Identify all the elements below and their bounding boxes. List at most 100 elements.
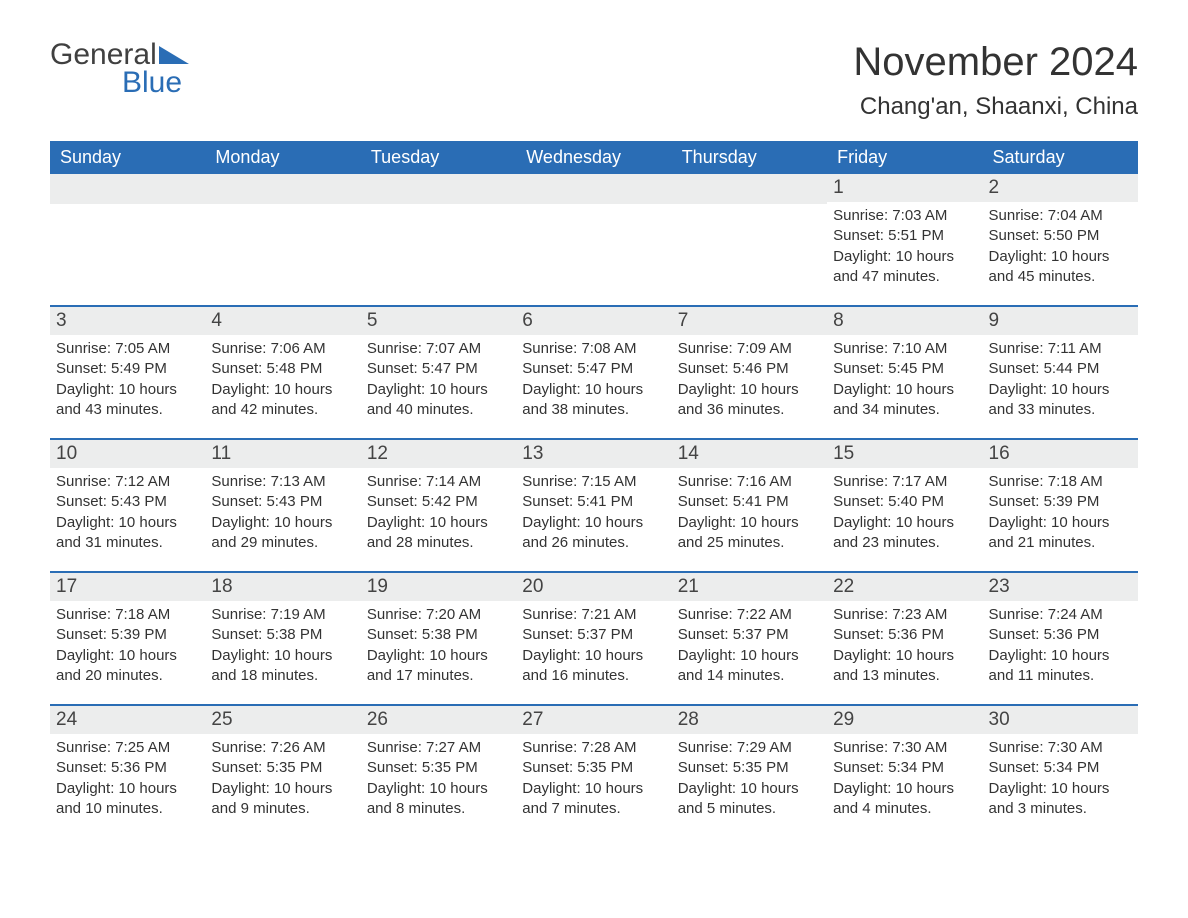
daylight-line: Daylight: 10 hours and 7 minutes.	[522, 779, 665, 820]
sunset-line: Sunset: 5:43 PM	[56, 492, 199, 512]
calendar-day-cell: 27Sunrise: 7:28 AMSunset: 5:35 PMDayligh…	[516, 705, 671, 837]
sunrise-line: Sunrise: 7:24 AM	[989, 605, 1132, 625]
daylight-line: Daylight: 10 hours and 25 minutes.	[678, 513, 821, 554]
sunrise-line: Sunrise: 7:17 AM	[833, 472, 976, 492]
sunset-line: Sunset: 5:36 PM	[989, 625, 1132, 645]
sunrise-line: Sunrise: 7:16 AM	[678, 472, 821, 492]
day-number: 13	[516, 440, 671, 468]
calendar-week-row: 17 Sunrise: 7:18 AMSunset: 5:39 PMDayligh…	[50, 572, 1138, 705]
weekday-header: Monday	[205, 141, 360, 174]
sunrise-line: Sunrise: 7:06 AM	[211, 339, 354, 359]
day-details: Sunrise: 7:16 AMSunset: 5:41 PMDaylight:…	[678, 472, 821, 553]
day-details: Sunrise: 7:15 AMSunset: 5:41 PMDaylight:…	[522, 472, 665, 553]
day-details: Sunrise: 7:19 AMSunset: 5:38 PMDaylight:…	[211, 605, 354, 686]
calendar-day-cell: 10 Sunrise: 7:12 AMSunset: 5:43 PMDayligh…	[50, 439, 205, 572]
calendar-day-cell: 25Sunrise: 7:26 AMSunset: 5:35 PMDayligh…	[205, 705, 360, 837]
sunrise-line: Sunrise: 7:28 AM	[522, 738, 665, 758]
day-number: 23	[983, 573, 1138, 601]
day-details: Sunrise: 7:22 AMSunset: 5:37 PMDaylight:…	[678, 605, 821, 686]
sunrise-line: Sunrise: 7:19 AM	[211, 605, 354, 625]
page-header: General Blue November 2024 Chang'an, Sha…	[50, 40, 1138, 121]
weekday-header: Friday	[827, 141, 982, 174]
sunrise-line: Sunrise: 7:20 AM	[367, 605, 510, 625]
sunset-line: Sunset: 5:36 PM	[833, 625, 976, 645]
calendar-empty-cell	[205, 174, 360, 306]
day-details: Sunrise: 7:12 AMSunset: 5:43 PMDaylight:…	[56, 472, 199, 553]
sunset-line: Sunset: 5:40 PM	[833, 492, 976, 512]
sunrise-line: Sunrise: 7:18 AM	[56, 605, 199, 625]
weekday-header-row: SundayMondayTuesdayWednesdayThursdayFrid…	[50, 141, 1138, 174]
sunrise-line: Sunrise: 7:08 AM	[522, 339, 665, 359]
calendar-day-cell: 11 Sunrise: 7:13 AMSunset: 5:43 PMDayligh…	[205, 439, 360, 572]
sunset-line: Sunset: 5:50 PM	[989, 226, 1132, 246]
calendar-day-cell: 7Sunrise: 7:09 AMSunset: 5:46 PMDaylight…	[672, 306, 827, 439]
day-number: 21	[672, 573, 827, 601]
sunrise-line: Sunrise: 7:13 AM	[211, 472, 354, 492]
sunset-line: Sunset: 5:42 PM	[367, 492, 510, 512]
calendar-week-row: 1Sunrise: 7:03 AMSunset: 5:51 PMDaylight…	[50, 174, 1138, 306]
daylight-line: Daylight: 10 hours and 17 minutes.	[367, 646, 510, 687]
calendar-day-cell: 19Sunrise: 7:20 AMSunset: 5:38 PMDayligh…	[361, 572, 516, 705]
day-details: Sunrise: 7:20 AMSunset: 5:38 PMDaylight:…	[367, 605, 510, 686]
calendar-empty-cell	[516, 174, 671, 306]
day-details: Sunrise: 7:05 AMSunset: 5:49 PMDaylight:…	[56, 339, 199, 420]
day-details: Sunrise: 7:30 AMSunset: 5:34 PMDaylight:…	[833, 738, 976, 819]
day-details: Sunrise: 7:06 AMSunset: 5:48 PMDaylight:…	[211, 339, 354, 420]
day-details: Sunrise: 7:23 AMSunset: 5:36 PMDaylight:…	[833, 605, 976, 686]
sunrise-line: Sunrise: 7:12 AM	[56, 472, 199, 492]
day-number: 30	[983, 706, 1138, 734]
day-number: 17	[50, 573, 205, 601]
day-number: 10	[50, 440, 205, 468]
day-number: 28	[672, 706, 827, 734]
daylight-line: Daylight: 10 hours and 42 minutes.	[211, 380, 354, 421]
day-number: 15	[827, 440, 982, 468]
sunset-line: Sunset: 5:41 PM	[522, 492, 665, 512]
day-number: 26	[361, 706, 516, 734]
calendar-day-cell: 5Sunrise: 7:07 AMSunset: 5:47 PMDaylight…	[361, 306, 516, 439]
sunset-line: Sunset: 5:43 PM	[211, 492, 354, 512]
daylight-line: Daylight: 10 hours and 31 minutes.	[56, 513, 199, 554]
calendar-empty-cell	[50, 174, 205, 306]
daylight-line: Daylight: 10 hours and 26 minutes.	[522, 513, 665, 554]
sunset-line: Sunset: 5:47 PM	[367, 359, 510, 379]
sunrise-line: Sunrise: 7:26 AM	[211, 738, 354, 758]
calendar-day-cell: 1Sunrise: 7:03 AMSunset: 5:51 PMDaylight…	[827, 174, 982, 306]
day-details: Sunrise: 7:27 AMSunset: 5:35 PMDaylight:…	[367, 738, 510, 819]
daylight-line: Daylight: 10 hours and 9 minutes.	[211, 779, 354, 820]
day-details: Sunrise: 7:18 AMSunset: 5:39 PMDaylight:…	[56, 605, 199, 686]
daylight-line: Daylight: 10 hours and 11 minutes.	[989, 646, 1132, 687]
day-details: Sunrise: 7:14 AMSunset: 5:42 PMDaylight:…	[367, 472, 510, 553]
sunrise-line: Sunrise: 7:27 AM	[367, 738, 510, 758]
sunset-line: Sunset: 5:35 PM	[367, 758, 510, 778]
day-details: Sunrise: 7:30 AMSunset: 5:34 PMDaylight:…	[989, 738, 1132, 819]
weekday-header: Saturday	[983, 141, 1138, 174]
day-number: 11	[205, 440, 360, 468]
daylight-line: Daylight: 10 hours and 3 minutes.	[989, 779, 1132, 820]
day-number: 4	[205, 307, 360, 335]
sunrise-line: Sunrise: 7:18 AM	[989, 472, 1132, 492]
daylight-line: Daylight: 10 hours and 13 minutes.	[833, 646, 976, 687]
day-number: 25	[205, 706, 360, 734]
calendar-day-cell: 13 Sunrise: 7:15 AMSunset: 5:41 PMDayligh…	[516, 439, 671, 572]
day-number: 8	[827, 307, 982, 335]
sunrise-line: Sunrise: 7:07 AM	[367, 339, 510, 359]
calendar-day-cell: 23 Sunrise: 7:24 AMSunset: 5:36 PMDayligh…	[983, 572, 1138, 705]
calendar-day-cell: 3Sunrise: 7:05 AMSunset: 5:49 PMDaylight…	[50, 306, 205, 439]
daylight-line: Daylight: 10 hours and 16 minutes.	[522, 646, 665, 687]
daylight-line: Daylight: 10 hours and 38 minutes.	[522, 380, 665, 421]
calendar-week-row: 24Sunrise: 7:25 AMSunset: 5:36 PMDayligh…	[50, 705, 1138, 837]
day-details: Sunrise: 7:13 AMSunset: 5:43 PMDaylight:…	[211, 472, 354, 553]
calendar-day-cell: 9Sunrise: 7:11 AMSunset: 5:44 PMDaylight…	[983, 306, 1138, 439]
daylight-line: Daylight: 10 hours and 33 minutes.	[989, 380, 1132, 421]
sunrise-line: Sunrise: 7:30 AM	[989, 738, 1132, 758]
day-number-bar	[361, 174, 516, 204]
sunset-line: Sunset: 5:34 PM	[989, 758, 1132, 778]
calendar-day-cell: 26 Sunrise: 7:27 AMSunset: 5:35 PMDayligh…	[361, 705, 516, 837]
day-number-bar	[205, 174, 360, 204]
daylight-line: Daylight: 10 hours and 28 minutes.	[367, 513, 510, 554]
sunset-line: Sunset: 5:46 PM	[678, 359, 821, 379]
sunset-line: Sunset: 5:38 PM	[211, 625, 354, 645]
daylight-line: Daylight: 10 hours and 14 minutes.	[678, 646, 821, 687]
sunset-line: Sunset: 5:45 PM	[833, 359, 976, 379]
calendar-empty-cell	[672, 174, 827, 306]
